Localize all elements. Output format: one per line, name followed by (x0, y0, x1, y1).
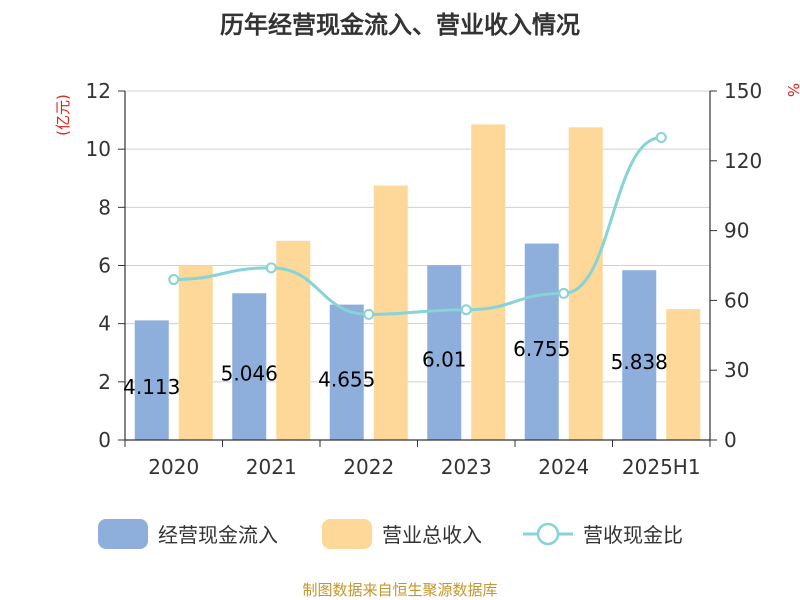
gridlines (125, 90, 710, 383)
bar-data-label: 6.01 (422, 348, 467, 372)
bar-cash-inflow (427, 265, 462, 440)
bar-revenue (276, 240, 311, 440)
bar-cash-inflow (524, 243, 559, 440)
ratio-point (655, 132, 667, 144)
legend-swatch-revenue (322, 519, 372, 549)
bar-cash-inflow (622, 270, 657, 440)
bar-data-label: 5.838 (611, 350, 668, 374)
x-axis-tick-label: 2023 (441, 455, 492, 479)
legend-item[interactable]: 营业总收入 (322, 519, 482, 549)
bar-data-label: 4.655 (318, 367, 375, 391)
bar-cash-inflow (232, 293, 267, 440)
ratio-point (168, 273, 180, 285)
x-axis-tick-label: 2021 (246, 455, 297, 479)
left-axis-unit: (亿元) (54, 94, 72, 136)
bar-revenue (471, 124, 506, 440)
left-axis-tick-label: 8 (98, 195, 111, 219)
right-axis-tick-label: 60 (724, 288, 749, 312)
left-axis-tick-label: 0 (98, 428, 111, 452)
bar-revenue (178, 265, 213, 440)
legend-label: 营业总收入 (382, 523, 482, 547)
legend: 经营现金流入 营业总收入 营收现金比 (98, 519, 683, 549)
legend-swatch-cash-inflow (98, 519, 148, 549)
data-labels-layer: 4.113 5.046 4.655 6.01 6.755 5.838 (123, 337, 668, 399)
legend-marker-ratio (536, 522, 560, 546)
x-axis-tick-label: 2022 (343, 455, 394, 479)
ratio-line-layer (168, 132, 667, 320)
ratio-point (558, 287, 570, 299)
legend-item[interactable]: 经营现金流入 (98, 519, 278, 549)
legend-label: 经营现金流入 (158, 523, 278, 547)
bar-revenue (568, 127, 603, 441)
ratio-point (363, 308, 375, 320)
legend-item[interactable]: 营收现金比 (523, 522, 683, 547)
bar-cash-inflow (134, 320, 169, 440)
left-axis-tick-label: 10 (86, 137, 111, 161)
right-axis-unit: % (784, 83, 800, 97)
bar-data-label: 4.113 (123, 375, 180, 399)
bar-revenue (666, 309, 701, 440)
source-note: 制图数据来自恒生聚源数据库 (302, 581, 497, 599)
x-axis-tick-label: 2025H1 (622, 455, 701, 479)
right-axis-tick-label: 30 (724, 358, 749, 382)
left-axis-tick-label: 12 (86, 79, 111, 103)
legend-label: 营收现金比 (583, 523, 683, 547)
left-axis-tick-label: 4 (98, 312, 111, 336)
right-axis-tick-label: 150 (724, 79, 762, 103)
ratio-point (265, 262, 277, 274)
left-axis-tick-label: 6 (98, 254, 111, 278)
right-axis-tick-label: 90 (724, 219, 749, 243)
bar-data-label: 6.755 (513, 337, 570, 361)
bar-data-label: 5.046 (221, 362, 278, 386)
x-axis-tick-label: 2020 (148, 455, 199, 479)
left-axis-tick-label: 2 (98, 370, 111, 394)
bar-cash-inflow (329, 304, 364, 440)
right-axis-tick-label: 0 (724, 428, 737, 452)
right-axis-tick-label: 120 (724, 149, 762, 173)
chart-title: 历年经营现金流入、营业收入情况 (220, 11, 580, 39)
bars-layer (134, 124, 701, 441)
ratio-point (460, 304, 472, 316)
x-axis-tick-label: 2024 (538, 455, 589, 479)
